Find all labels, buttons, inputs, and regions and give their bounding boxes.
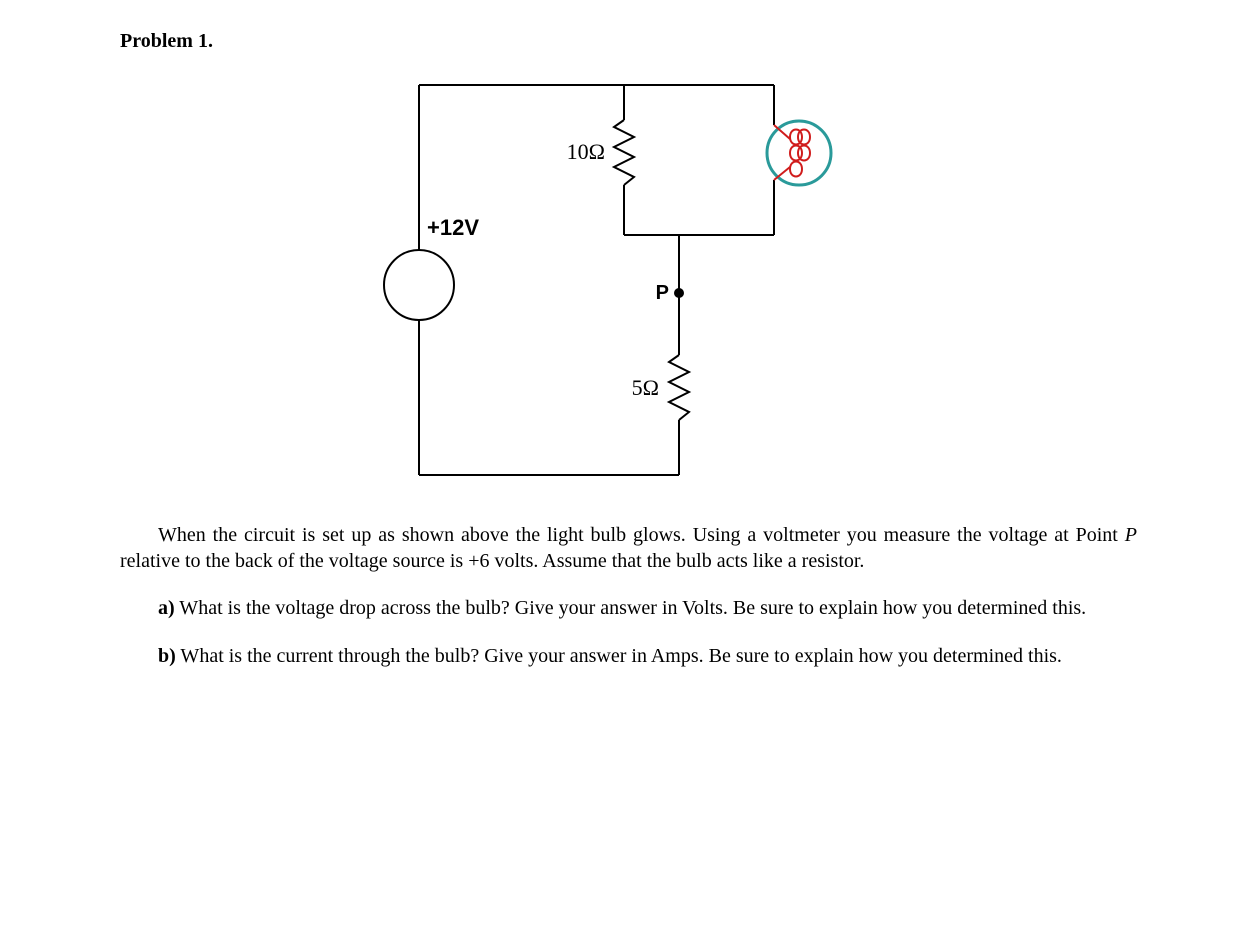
intro-text-a: When the circuit is set up as shown abov… bbox=[158, 524, 1125, 546]
question-b-text: What is the current through the bulb? Gi… bbox=[176, 645, 1062, 667]
circuit-svg: +12V 10Ω bbox=[369, 65, 889, 495]
circuit-figure: +12V 10Ω bbox=[369, 65, 889, 495]
intro-var-p: P bbox=[1125, 524, 1137, 546]
branch-10ohm bbox=[614, 85, 634, 235]
node-p-label: P bbox=[655, 282, 668, 304]
bulb-filament bbox=[774, 125, 810, 180]
voltage-source-label: +12V bbox=[427, 215, 479, 240]
resistor-5ohm-label: 5Ω bbox=[631, 375, 658, 400]
question-a: a) What is the voltage drop across the b… bbox=[120, 596, 1137, 622]
resistor-10ohm-label: 10Ω bbox=[566, 139, 604, 164]
question-b: b) What is the current through the bulb?… bbox=[120, 644, 1137, 670]
resistor-5ohm bbox=[669, 355, 689, 420]
question-b-label: b) bbox=[158, 645, 176, 667]
intro-paragraph: When the circuit is set up as shown abov… bbox=[120, 523, 1137, 574]
intro-text-b: relative to the back of the voltage sour… bbox=[120, 550, 864, 572]
problem-heading: Problem 1. bbox=[120, 30, 1137, 53]
question-a-text: What is the voltage drop across the bulb… bbox=[175, 597, 1087, 619]
voltage-source-symbol bbox=[384, 250, 454, 320]
node-p-dot bbox=[674, 288, 684, 298]
figure-container: +12V 10Ω bbox=[120, 65, 1137, 495]
resistor-10ohm bbox=[614, 120, 634, 185]
question-a-label: a) bbox=[158, 597, 175, 619]
bulb-symbol bbox=[767, 121, 831, 185]
